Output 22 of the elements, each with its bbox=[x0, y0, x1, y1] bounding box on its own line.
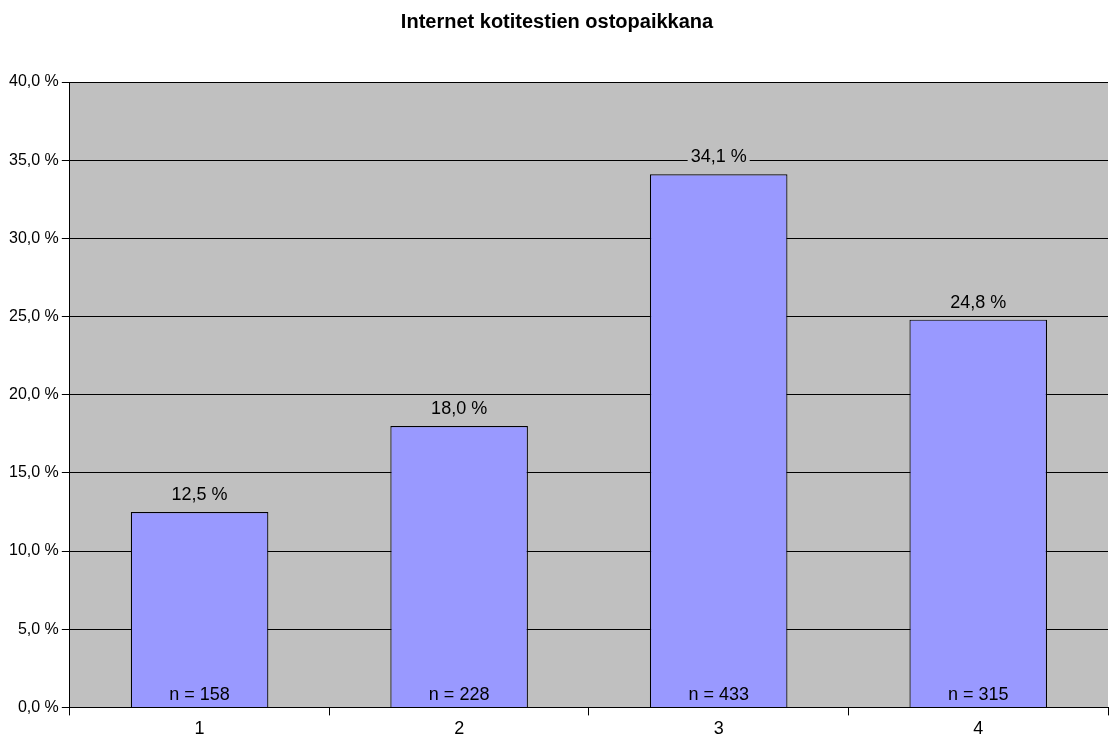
annotation: n = 228 bbox=[428, 684, 490, 705]
y-tick-label: 25,0 % bbox=[9, 306, 59, 324]
x-tick-label: 4 bbox=[973, 718, 984, 739]
data-label: 18,0 % bbox=[431, 397, 488, 418]
y-tick-label: 5,0 % bbox=[17, 619, 59, 637]
y-tick-label: 0,0 % bbox=[17, 697, 59, 715]
data-label: 34,1 % bbox=[690, 146, 747, 167]
annotation: n = 433 bbox=[688, 684, 749, 705]
y-tick-label: 10,0 % bbox=[9, 541, 59, 559]
chart-title: Internet kotitestien ostopaikkana bbox=[400, 9, 715, 32]
y-tick-label: 40,0 % bbox=[9, 72, 59, 90]
y-tick-label: 15,0 % bbox=[9, 463, 59, 481]
annotation: n = 315 bbox=[947, 684, 1009, 705]
y-tick-label: 35,0 % bbox=[9, 150, 59, 168]
data-label: 24,8 % bbox=[950, 291, 1007, 312]
annotation: n = 158 bbox=[169, 684, 230, 705]
data-label: 12,5 % bbox=[171, 483, 228, 504]
x-tick-label: 3 bbox=[713, 718, 724, 739]
x-tick-label: 2 bbox=[454, 718, 465, 739]
y-tick-label: 20,0 % bbox=[9, 385, 59, 403]
y-tick-label: 30,0 % bbox=[9, 228, 59, 246]
x-tick-label: 1 bbox=[194, 718, 205, 739]
